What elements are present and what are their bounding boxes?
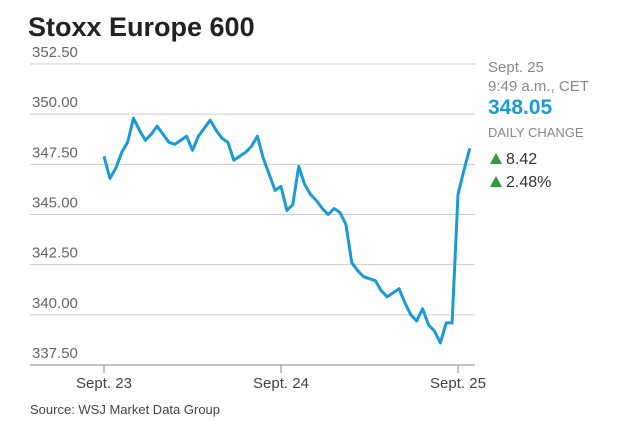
x-tick-label: Sept. 24 [253,375,309,392]
info-date: Sept. 25 [488,59,544,76]
source-note: Source: WSJ Market Data Group [30,402,220,417]
up-arrow [490,153,502,164]
chart-title: Stoxx Europe 600 [28,12,255,42]
info-time: 9:49 a.m., CET [488,78,589,95]
y-tick-label: 337.50 [32,345,78,362]
y-tick-label: 352.50 [32,44,78,61]
y-tick-label: 340.00 [32,295,78,312]
y-tick-label: 350.00 [32,94,78,111]
x-tick-label: Sept. 25 [430,375,486,392]
y-tick-label: 347.50 [32,144,78,161]
info-change: 8.42 [506,151,537,168]
price-line [102,116,472,345]
info-change-pct: 2.48% [506,174,551,191]
y-tick-label: 345.00 [32,195,78,212]
info-last: 348.05 [488,96,553,119]
y-tick-label: 342.50 [32,245,78,262]
up-arrow [490,176,502,187]
x-tick-label: Sept. 23 [76,375,132,392]
info-change-label: DAILY CHANGE [488,125,584,140]
